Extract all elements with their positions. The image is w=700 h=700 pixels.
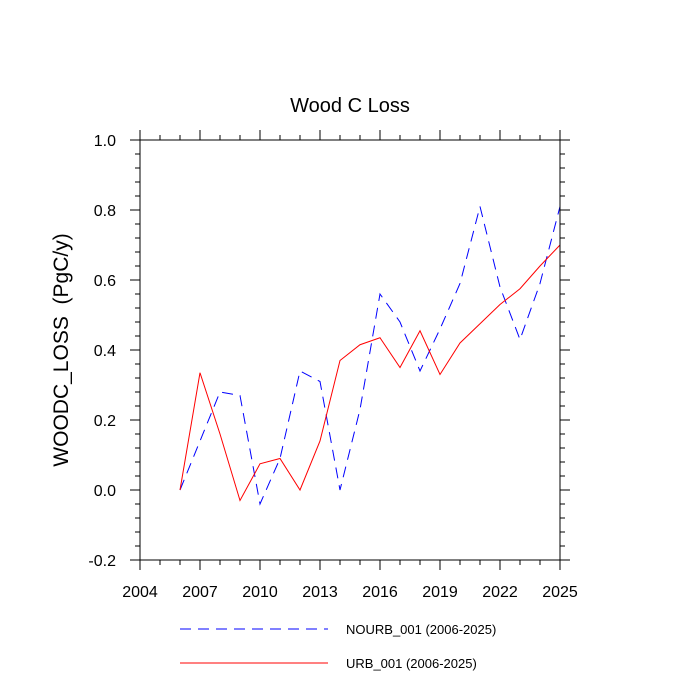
legend-label-2: URB_001 (2006-2025) <box>346 656 477 671</box>
series-line-2 <box>179 244 561 502</box>
x-tick-label: 2004 <box>122 584 158 601</box>
y-tick-label: 0.6 <box>94 273 116 290</box>
y-axis-label: WOODC_LOSS (PgC/y) <box>50 233 73 466</box>
y-tick-labels: -0.2 0.0 0.2 0.4 0.6 0.8 1.0 <box>88 133 116 570</box>
y-tick-label: 0.8 <box>94 203 116 220</box>
x-tick-label: 2016 <box>362 584 398 601</box>
y-tick-label: 0.4 <box>94 343 116 360</box>
axis-ticks <box>130 130 570 570</box>
x-tick-label: 2007 <box>182 584 218 601</box>
series-lines <box>179 206 561 506</box>
plot-frame <box>139 139 561 561</box>
legend: NOURB_001 (2006-2025) URB_001 (2006-2025) <box>180 622 496 671</box>
y-tick-label: -0.2 <box>88 553 116 570</box>
series-line-1 <box>179 206 561 506</box>
x-tick-label: 2019 <box>422 584 458 601</box>
x-tick-label: 2022 <box>482 584 518 601</box>
x-tick-label: 2013 <box>302 584 338 601</box>
y-tick-label: 1.0 <box>94 133 116 150</box>
x-tick-labels: 2004 2007 2010 2013 2016 2019 2022 2025 <box>122 584 578 601</box>
y-tick-label: 0.2 <box>94 413 116 430</box>
legend-label-1: NOURB_001 (2006-2025) <box>346 622 496 637</box>
x-tick-label: 2025 <box>542 584 578 601</box>
chart-title: Wood C Loss <box>290 95 410 117</box>
y-tick-label: 0.0 <box>94 483 116 500</box>
x-tick-label: 2010 <box>242 584 278 601</box>
